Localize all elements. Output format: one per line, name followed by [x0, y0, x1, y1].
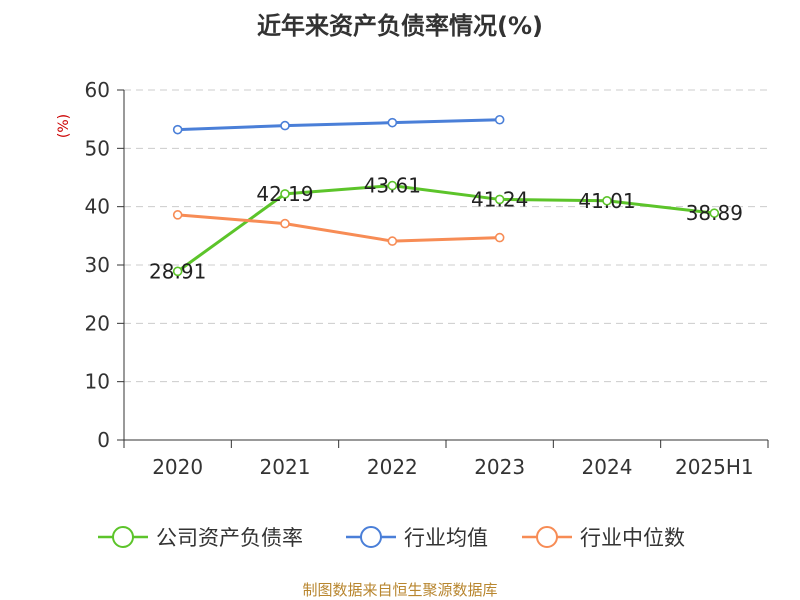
- data-point: [172, 124, 183, 135]
- legend-marker: [536, 526, 558, 548]
- series-line: [177, 213, 500, 243]
- data-point: [387, 117, 398, 128]
- x-tick-label: 2022: [367, 455, 418, 479]
- data-label: 42.19: [256, 182, 313, 206]
- y-tick-label: 30: [85, 253, 110, 277]
- data-point: [280, 189, 290, 199]
- source-note: 制图数据来自恒生聚源数据库: [302, 581, 497, 599]
- y-tick-label: 40: [85, 195, 110, 219]
- legend-item[interactable]: 行业均值: [346, 526, 488, 550]
- y-tick-label: 50: [85, 136, 110, 160]
- data-point: [494, 232, 505, 243]
- data-point: [709, 208, 720, 218]
- series-layer: [172, 114, 720, 277]
- data-point: [387, 236, 398, 246]
- legend-item[interactable]: 公司资产负债率: [98, 526, 303, 550]
- x-tick-label: 2023: [474, 455, 525, 479]
- data-label: 43.61: [364, 174, 421, 198]
- data-label: 41.01: [578, 189, 635, 213]
- x-tick-label: 2020: [152, 455, 203, 479]
- legend-marker: [360, 526, 382, 548]
- y-tick-label: 60: [85, 78, 110, 102]
- y-tick-label: 0: [97, 428, 110, 452]
- y-tick-label: 10: [85, 370, 110, 394]
- legend-label: 行业均值: [404, 526, 488, 550]
- data-point: [494, 114, 505, 125]
- data-label: 41.24: [471, 187, 528, 211]
- x-tick-label: 2025H1: [675, 455, 754, 479]
- legend-marker: [112, 526, 134, 548]
- data-point: [387, 180, 398, 191]
- y-axis-label: (%): [56, 114, 72, 138]
- legend-label: 公司资产负债率: [156, 526, 303, 550]
- data-point: [602, 195, 612, 206]
- legend-item[interactable]: 行业中位数: [522, 526, 685, 550]
- data-label: 28.91: [149, 259, 206, 283]
- series-line: [176, 184, 715, 273]
- data-label: 38.89: [686, 201, 743, 225]
- gridlines: [124, 89, 768, 383]
- legend-label: 行业中位数: [580, 526, 685, 550]
- chart-title: 近年来资产负债率情况(%): [257, 12, 543, 40]
- data-point: [280, 218, 290, 229]
- legend[interactable]: 公司资产负债率 行业均值 行业中位数: [98, 526, 685, 550]
- series-line: [177, 118, 500, 132]
- y-tick-label: 20: [85, 311, 110, 335]
- x-tick-label: 2024: [582, 455, 633, 479]
- data-point: [172, 210, 183, 220]
- x-tick-label: 2021: [260, 455, 311, 479]
- axes: 0 10 20 30 40 50 60 2020 2021 2022 2023 2024 2025H1: [85, 78, 769, 479]
- data-labels: 28.91 42.19 43.61 41.24 41.01 38.89: [149, 174, 743, 284]
- data-point: [280, 120, 290, 131]
- data-point: [494, 194, 505, 205]
- data-point: [172, 266, 183, 277]
